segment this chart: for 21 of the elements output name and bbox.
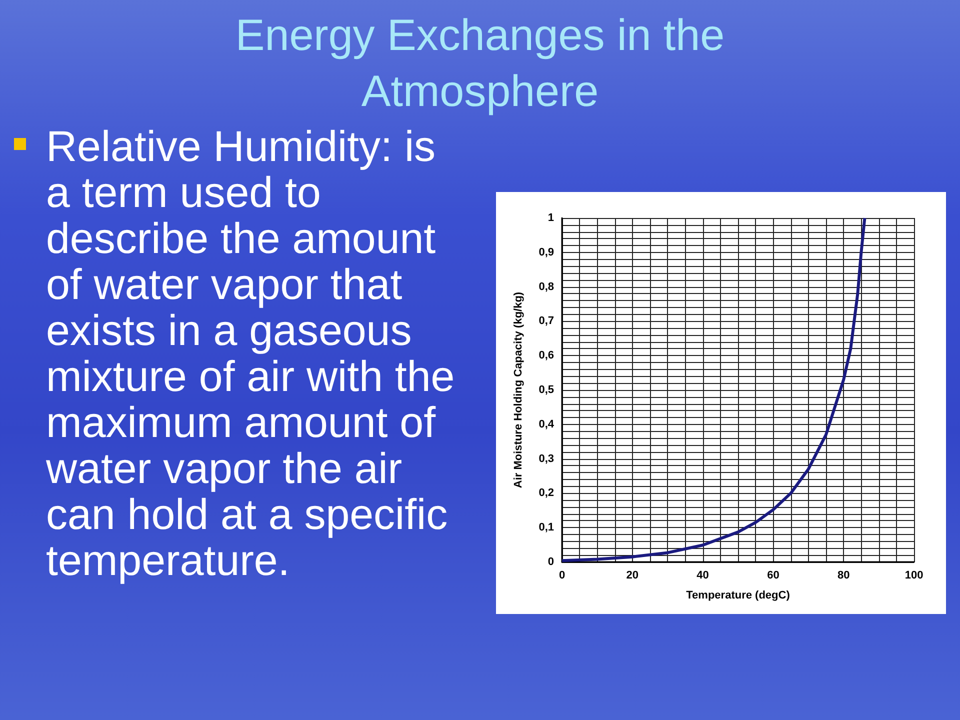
y-tick-label: 0,3: [538, 452, 554, 465]
y-tick-label: 0,5: [538, 384, 554, 396]
x-tick-label: 20: [626, 570, 639, 582]
x-tick-label: 80: [837, 570, 850, 582]
y-tick-label: 0,9: [538, 246, 554, 258]
x-tick-label: 0: [558, 570, 566, 582]
chart-title: Energy Exchanges in the Atmosphere: [234, 10, 726, 118]
y-tick-label: 0,6: [538, 350, 554, 362]
y-tick-label: 0: [548, 556, 554, 568]
x-axis-title: Temperature (degC): [686, 590, 790, 602]
y-tick-label: 0,7: [538, 315, 554, 328]
y-tick-label: 0,2: [538, 487, 554, 500]
y-tick-label: 0,4: [538, 418, 555, 430]
y-tick-label: 0,8: [538, 280, 554, 293]
y-axis-title: Air Moisture Holding Capacity (kg/kg): [512, 292, 524, 488]
y-tick-label: 1: [548, 212, 554, 224]
y-tick-label: 0,1: [538, 522, 554, 534]
x-tick-label: 60: [767, 570, 780, 582]
text: Relative Humidity: is a term used to describe the amount of water vapor that exists in a gaseous mixture of air with the maximum amount of water vapor the air can hold at a specific temperature.: [46, 123, 455, 585]
x-tick-label: 100: [904, 570, 924, 582]
x-tick-label: 40: [696, 570, 709, 582]
